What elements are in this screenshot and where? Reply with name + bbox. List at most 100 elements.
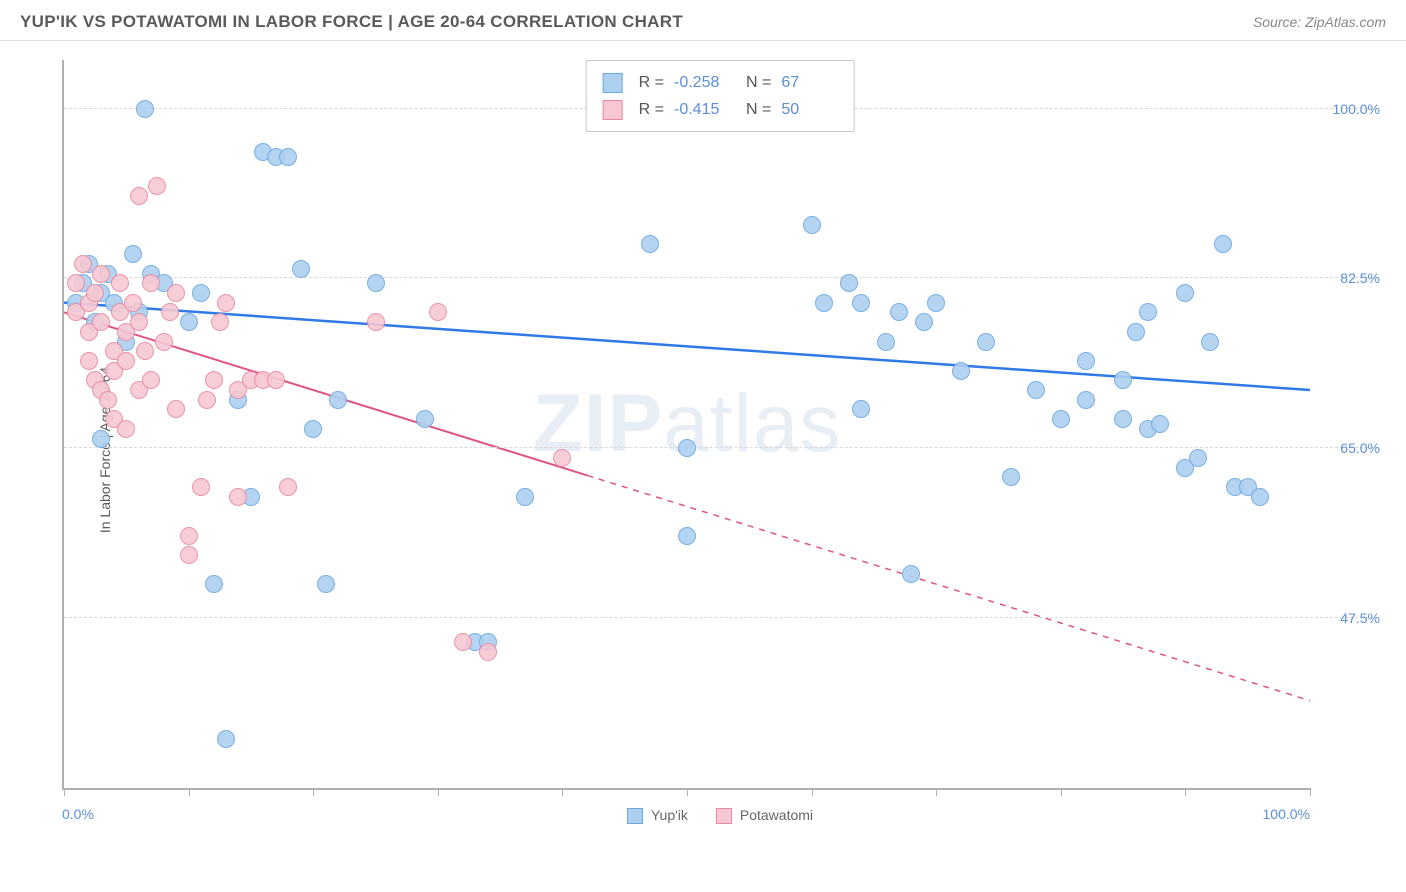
scatter-point <box>329 391 347 409</box>
scatter-point <box>317 575 335 593</box>
scatter-point <box>92 430 110 448</box>
series1-N: 67 <box>781 69 837 96</box>
legend-bottom: Yup'ik Potawatomi <box>627 807 813 824</box>
scatter-point <box>180 313 198 331</box>
scatter-point <box>142 274 160 292</box>
y-tick-label: 100.0% <box>1333 101 1380 117</box>
scatter-point <box>292 260 310 278</box>
scatter-point <box>815 294 833 312</box>
x-tick <box>936 788 937 796</box>
scatter-point <box>840 274 858 292</box>
gridline <box>64 447 1378 448</box>
scatter-point <box>142 371 160 389</box>
scatter-point <box>1214 235 1232 253</box>
scatter-point <box>124 245 142 263</box>
scatter-point <box>927 294 945 312</box>
stats-legend-box: R = -0.258 N = 67 R = -0.415 N = 50 <box>586 60 855 132</box>
scatter-point <box>429 303 447 321</box>
scatter-point <box>367 274 385 292</box>
scatter-point <box>454 633 472 651</box>
scatter-point <box>217 294 235 312</box>
scatter-point <box>92 265 110 283</box>
x-min-label: 0.0% <box>62 806 94 822</box>
scatter-point <box>117 352 135 370</box>
scatter-point <box>130 187 148 205</box>
scatter-point <box>211 313 229 331</box>
chart-header: YUP'IK VS POTAWATOMI IN LABOR FORCE | AG… <box>0 0 1406 41</box>
R-label: R = <box>639 69 664 96</box>
scatter-point <box>1114 371 1132 389</box>
scatter-point <box>136 100 154 118</box>
scatter-point <box>1251 488 1269 506</box>
scatter-point <box>479 643 497 661</box>
scatter-point <box>205 575 223 593</box>
x-tick <box>562 788 563 796</box>
scatter-point <box>205 371 223 389</box>
scatter-point <box>148 177 166 195</box>
scatter-point <box>367 313 385 331</box>
series2-N: 50 <box>781 96 837 123</box>
scatter-point <box>111 274 129 292</box>
x-tick <box>1185 788 1186 796</box>
x-tick <box>189 788 190 796</box>
scatter-point <box>915 313 933 331</box>
scatter-point <box>99 391 117 409</box>
N-label: N = <box>746 96 771 123</box>
scatter-point <box>1189 449 1207 467</box>
scatter-point <box>890 303 908 321</box>
scatter-point <box>304 420 322 438</box>
chart-title: YUP'IK VS POTAWATOMI IN LABOR FORCE | AG… <box>20 12 683 32</box>
x-tick <box>1310 788 1311 796</box>
scatter-point <box>1002 468 1020 486</box>
scatter-point <box>1139 303 1157 321</box>
scatter-point <box>117 420 135 438</box>
x-max-label: 100.0% <box>1263 806 1310 822</box>
scatter-point <box>678 439 696 457</box>
x-tick <box>438 788 439 796</box>
y-tick-label: 82.5% <box>1340 270 1380 286</box>
series2-swatch <box>603 100 623 120</box>
scatter-point <box>130 313 148 331</box>
scatter-point <box>877 333 895 351</box>
scatter-point <box>1201 333 1219 351</box>
stats-row-2: R = -0.415 N = 50 <box>603 96 838 123</box>
scatter-point <box>74 255 92 273</box>
chart-container: In Labor Force | Age 20-64 ZIPatlas 47.5… <box>50 60 1390 840</box>
scatter-point <box>902 565 920 583</box>
chart-source: Source: ZipAtlas.com <box>1253 14 1386 30</box>
stats-row-1: R = -0.258 N = 67 <box>603 69 838 96</box>
scatter-point <box>167 284 185 302</box>
series1-R: -0.258 <box>674 69 730 96</box>
scatter-point <box>852 400 870 418</box>
scatter-point <box>952 362 970 380</box>
scatter-point <box>279 148 297 166</box>
scatter-point <box>180 546 198 564</box>
scatter-point <box>180 527 198 545</box>
scatter-point <box>803 216 821 234</box>
scatter-point <box>229 488 247 506</box>
scatter-point <box>267 371 285 389</box>
scatter-point <box>124 294 142 312</box>
x-tick <box>1061 788 1062 796</box>
x-tick <box>64 788 65 796</box>
scatter-point <box>553 449 571 467</box>
x-tick <box>313 788 314 796</box>
series1-swatch <box>603 73 623 93</box>
scatter-point <box>86 284 104 302</box>
legend-swatch-2 <box>716 808 732 824</box>
scatter-point <box>416 410 434 428</box>
legend-item-2: Potawatomi <box>716 807 813 824</box>
scatter-point <box>1027 381 1045 399</box>
scatter-point <box>155 333 173 351</box>
scatter-point <box>516 488 534 506</box>
scatter-point <box>852 294 870 312</box>
x-tick <box>687 788 688 796</box>
legend-swatch-1 <box>627 808 643 824</box>
scatter-point <box>161 303 179 321</box>
scatter-point <box>1151 415 1169 433</box>
gridline <box>64 277 1378 278</box>
y-tick-label: 65.0% <box>1340 440 1380 456</box>
scatter-point <box>678 527 696 545</box>
scatter-point <box>67 274 85 292</box>
scatter-point <box>192 478 210 496</box>
